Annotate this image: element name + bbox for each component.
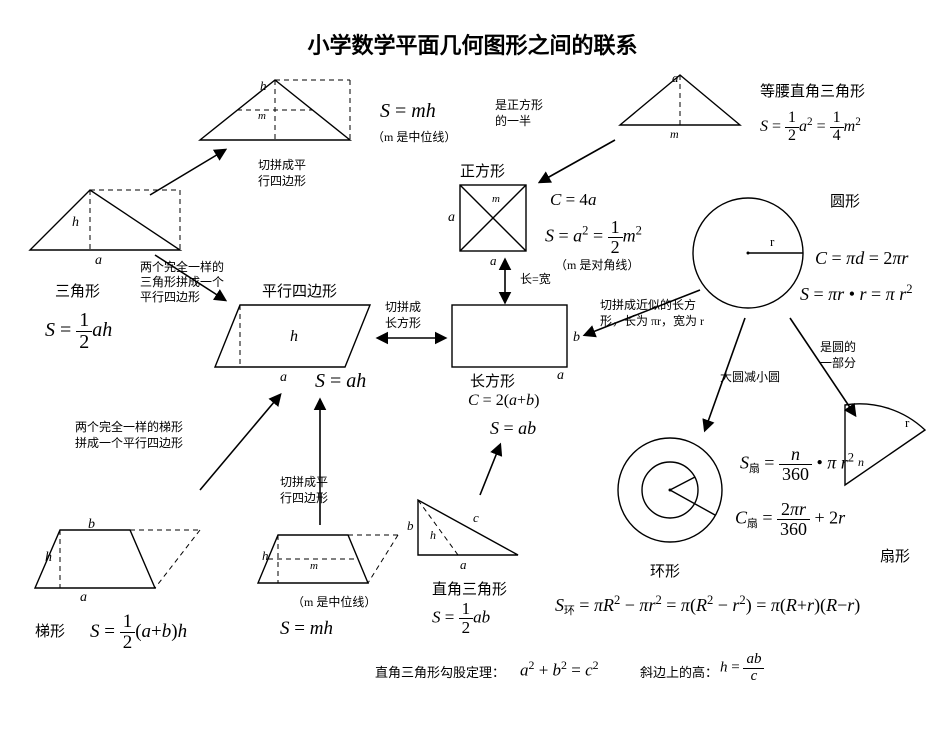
arrow-circ-sect-label: 是圆的一部分 — [820, 340, 856, 371]
sector-name: 扇形 — [880, 545, 910, 566]
pythag-label: 直角三角形勾股定理： — [375, 665, 505, 682]
ring-shape — [615, 435, 735, 555]
ring-name: 环形 — [650, 560, 680, 581]
sector-shape — [835, 405, 935, 495]
arrow-circ-ring-label: 大圆减小圆 — [720, 370, 780, 386]
sector-n: n — [858, 455, 864, 470]
height-formula: h = abc — [720, 652, 764, 685]
sector-r: r — [905, 415, 909, 431]
arrow-circ-rect-label: 切拼成近似的长方形，长为 πr，宽为 r — [600, 298, 710, 329]
pythag-formula: a2 + b2 = c2 — [520, 658, 599, 681]
geometry-concept-map: 小学数学平面几何图形之间的联系 h a 三角形 S = 12ah h m S =… — [0, 0, 945, 731]
height-label: 斜边上的高： — [640, 665, 718, 682]
sector-C: C扇 = 2πr360 + 2r — [735, 500, 845, 539]
ring-S: S环 = πR2 − πr2 = π(R2 − r2) = π(R+r)(R−r… — [555, 593, 860, 618]
